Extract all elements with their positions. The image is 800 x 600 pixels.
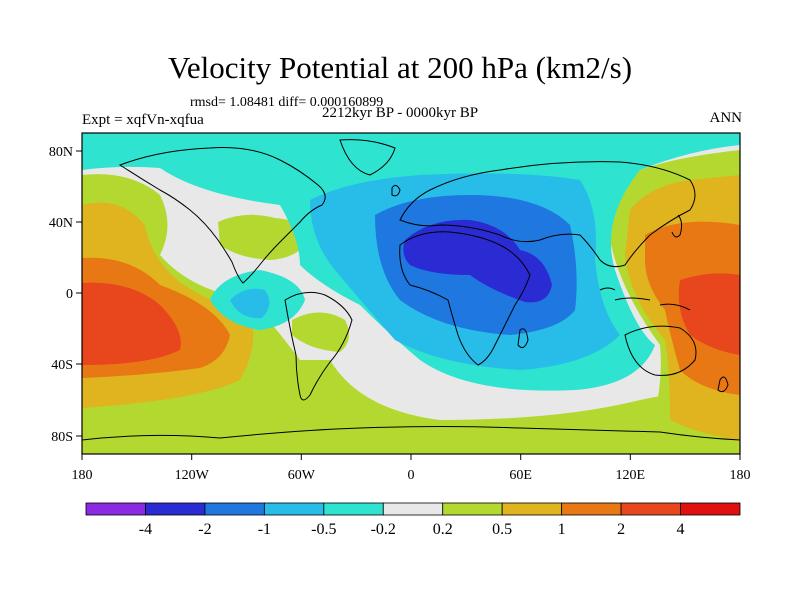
colorbar-label: 1 — [558, 521, 566, 538]
y-tick-label: 40N — [49, 216, 73, 231]
plot-title: Velocity Potential at 200 hPa (km2/s) — [167, 50, 633, 85]
colorbar-swatch — [561, 502, 622, 516]
colorbar-swatch — [263, 502, 325, 516]
colorbar-label: -2 — [198, 521, 211, 538]
colorbar-swatch — [501, 502, 563, 516]
colorbar-label: -0.5 — [311, 521, 336, 538]
colorbar-swatch — [680, 502, 741, 516]
contour-field — [82, 133, 740, 454]
field-m05-tropical — [230, 288, 270, 319]
x-tick-label: 120E — [616, 468, 646, 483]
field-m2-core — [403, 219, 552, 303]
x-tick-label: 180 — [72, 468, 93, 483]
colorbar-swatch — [442, 502, 503, 516]
coastlines — [82, 139, 740, 441]
colorbar-label: 0.2 — [433, 521, 453, 538]
colorbar-label: 4 — [677, 521, 685, 538]
field-p2-west — [82, 282, 181, 365]
x-tick-label: 60E — [509, 468, 532, 483]
colorbar-label: 0.5 — [492, 521, 512, 538]
x-tick-label: 120W — [175, 468, 210, 483]
colorbar-swatch — [204, 502, 265, 516]
season-label: ANN — [709, 110, 743, 126]
field-positive-samerica — [292, 312, 349, 352]
x-axis-labels: 180 120W 60W 0 60E 120E 180 — [72, 468, 751, 483]
field-positive-camerica — [218, 214, 308, 260]
colorbar: -4 -2 -1 -0.5 -0.2 0.2 0.5 1 2 4 — [85, 502, 741, 538]
y-tick-label: 80N — [49, 145, 73, 160]
x-tick-label: 0 — [408, 468, 415, 483]
stats-label: rmsd= 1.08481 diff= 0.000160899 — [190, 95, 384, 110]
y-tick-label: 0 — [66, 287, 73, 302]
field-positive-south — [82, 360, 740, 454]
colorbar-swatch — [382, 502, 444, 516]
period-label: 2212kyr BP - 0000kyr BP — [322, 105, 479, 121]
y-tick-label: 40S — [51, 358, 73, 373]
colorbar-swatch — [620, 502, 681, 516]
colorbar-label: -4 — [139, 521, 152, 538]
x-tick-label: 60W — [288, 468, 316, 483]
colorbar-swatch — [145, 502, 206, 516]
experiment-label: Expt = xqfVn-xqfua — [82, 112, 204, 128]
y-tick-label: 80S — [51, 430, 73, 445]
field-p2-east — [678, 273, 740, 355]
colorbar-swatch — [85, 502, 146, 516]
x-tick-label: 180 — [730, 468, 751, 483]
colorbar-swatch — [323, 502, 384, 516]
tick-marks — [76, 150, 741, 460]
colorbar-label: 2 — [617, 521, 625, 538]
y-axis-labels: 80N 40N 0 40S 80S — [49, 145, 73, 445]
colorbar-label: -1 — [258, 521, 271, 538]
colorbar-label: -0.2 — [371, 521, 396, 538]
